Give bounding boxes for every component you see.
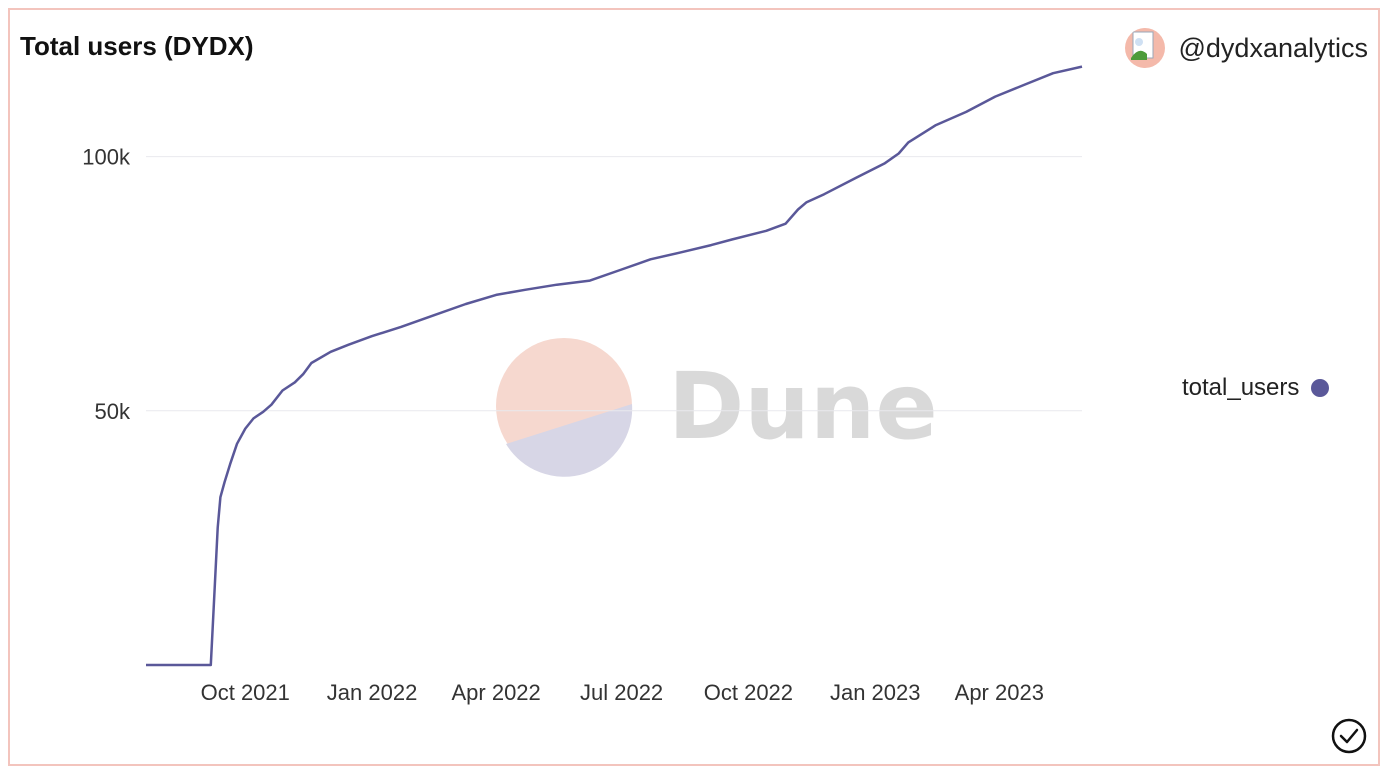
x-tick-label: Apr 2023: [955, 680, 1044, 705]
legend-label: total_users: [1182, 374, 1300, 401]
author-handle: @dydxanalytics: [1178, 33, 1369, 63]
watermark: Dune: [496, 338, 938, 477]
legend[interactable]: total_users: [1182, 372, 1330, 404]
y-axis-ticks: 50k 100k: [82, 145, 131, 424]
legend-marker: [1311, 379, 1330, 397]
check-circle-icon[interactable]: [1331, 718, 1367, 754]
x-tick-label: Oct 2022: [704, 680, 793, 705]
x-tick-label: Jul 2022: [580, 680, 663, 705]
dune-logo-icon: [496, 338, 633, 477]
x-tick-label: Oct 2021: [201, 680, 290, 705]
x-tick-label: Jan 2022: [327, 680, 418, 705]
series-line-total_users[interactable]: [146, 65, 1083, 667]
chart-card: [8, 8, 1380, 766]
x-tick-label: Jan 2023: [830, 680, 921, 705]
user-avatar-icon: [1124, 28, 1165, 68]
y-tick-label: 100k: [82, 145, 131, 170]
y-tick-label: 50k: [95, 399, 131, 424]
chart-title: Total users (DYDX): [20, 31, 254, 61]
x-tick-label: Apr 2022: [451, 680, 540, 705]
x-axis-ticks: Oct 2021 Jan 2022 Apr 2022 Jul 2022 Oct 2022…: [201, 680, 1044, 705]
author-badge[interactable]: @dydxanalytics: [1124, 28, 1369, 68]
watermark-text: Dune: [668, 353, 938, 460]
grid-lines: [146, 156, 1082, 412]
series-lines: [146, 65, 1083, 667]
